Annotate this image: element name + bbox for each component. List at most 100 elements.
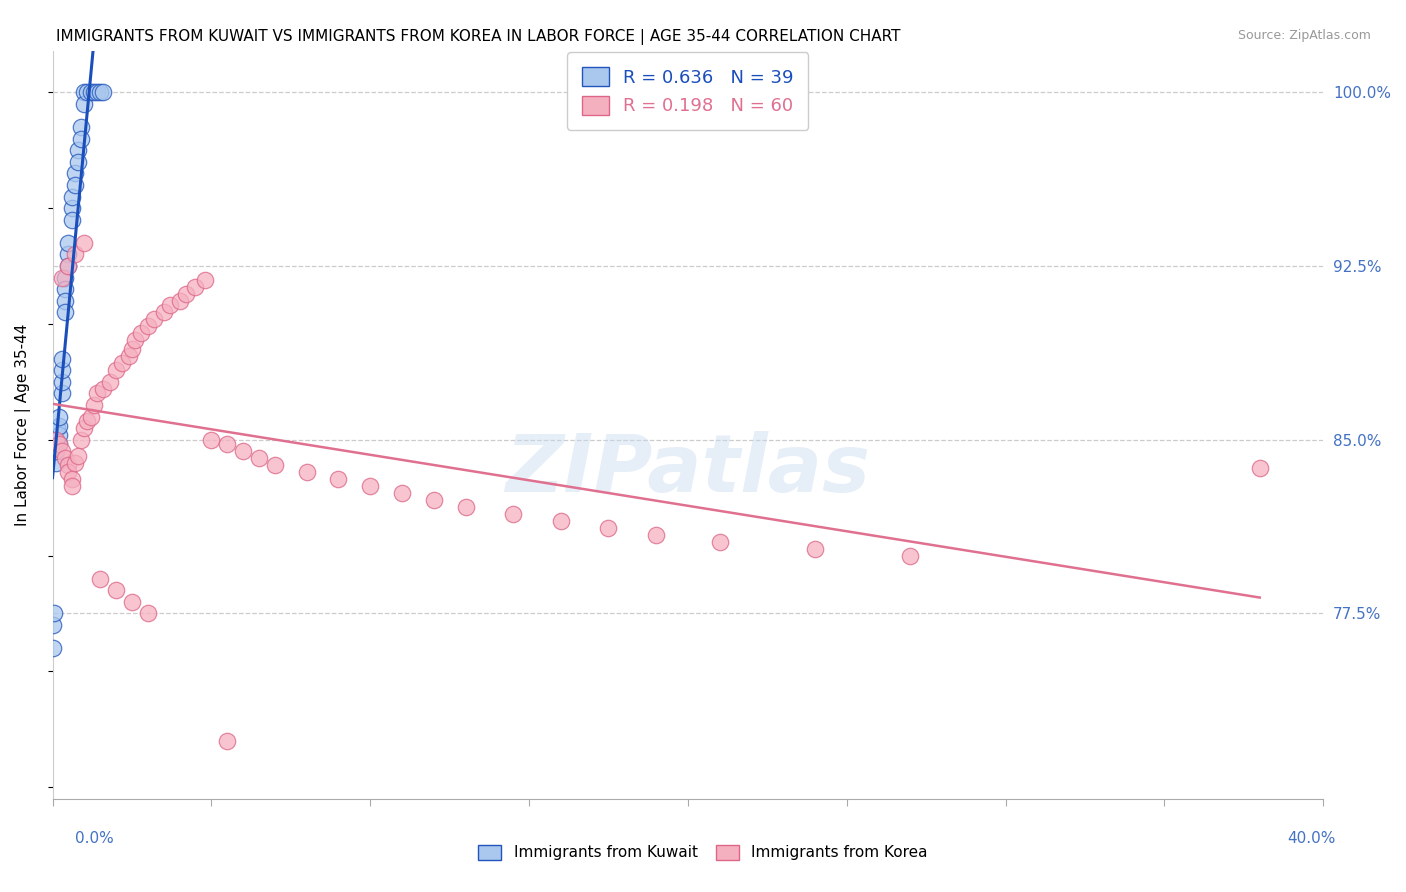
Point [89,572,111,586]
Point [93,86,115,100]
Text: ZIPatlas: ZIPatlas [505,431,870,508]
Point [194,273,217,287]
Point [121,343,143,357]
Point [169,293,191,308]
Point [45,433,67,447]
Point [79,409,101,424]
Point [89,86,111,100]
Point [645,527,668,541]
Point [550,514,572,528]
Text: Source: ZipAtlas.com: Source: ZipAtlas.com [1237,29,1371,42]
Point [51,270,73,285]
Point [58,247,80,261]
Legend: Immigrants from Kuwait, Immigrants from Korea: Immigrants from Kuwait, Immigrants from … [472,838,934,866]
Point [70,131,93,145]
Point [53,282,76,296]
Point [328,472,350,486]
Point [58,465,80,479]
Point [247,451,270,466]
Point [391,486,413,500]
Point [51,363,73,377]
Point [709,534,731,549]
Point [45,433,67,447]
Point [45,456,67,470]
Point [136,319,159,334]
Point [70,120,93,134]
Text: 0.0%: 0.0% [75,831,114,846]
Point [58,458,80,473]
Point [63,456,86,470]
Point [121,595,143,609]
Point [98,375,121,389]
Point [42,618,65,632]
Point [60,472,83,486]
Point [66,154,89,169]
Y-axis label: In Labor Force | Age 35-44: In Labor Force | Age 35-44 [15,324,31,526]
Point [76,86,98,100]
Point [143,312,166,326]
Point [136,607,159,621]
Point [45,444,67,458]
Point [66,449,89,463]
Point [73,421,96,435]
Point [73,97,96,112]
Point [60,201,83,215]
Point [76,414,98,428]
Point [66,143,89,157]
Point [48,437,70,451]
Point [423,492,446,507]
Point [73,86,96,100]
Point [83,86,105,100]
Point [454,500,477,514]
Point [63,247,86,261]
Point [73,235,96,250]
Point [48,437,70,451]
Point [60,479,83,493]
Point [174,286,197,301]
Point [105,363,128,377]
Point [83,398,105,412]
Point [111,356,134,370]
Point [63,178,86,192]
Point [51,375,73,389]
Point [48,418,70,433]
Point [93,382,115,396]
Legend: R = 0.636   N = 39, R = 0.198   N = 60: R = 0.636 N = 39, R = 0.198 N = 60 [568,53,808,130]
Point [46,421,69,435]
Point [58,259,80,273]
Point [502,507,524,521]
Point [53,451,76,466]
Point [79,86,101,100]
Point [60,189,83,203]
Point [217,437,239,451]
Point [598,521,620,535]
Point [295,465,318,479]
Point [232,444,254,458]
Point [86,386,108,401]
Point [42,607,65,621]
Point [86,86,108,100]
Point [51,444,73,458]
Point [51,351,73,366]
Point [804,541,827,556]
Point [60,212,83,227]
Point [124,333,146,347]
Point [51,386,73,401]
Point [53,305,76,319]
Point [159,298,181,312]
Point [63,166,86,180]
Point [70,433,93,447]
Point [217,733,239,747]
Point [58,235,80,250]
Point [200,433,222,447]
Point [898,549,921,563]
Point [48,428,70,442]
Point [359,479,381,493]
Point [264,458,287,473]
Point [53,270,76,285]
Point [42,641,65,656]
Point [105,583,128,598]
Text: IMMIGRANTS FROM KUWAIT VS IMMIGRANTS FROM KOREA IN LABOR FORCE | AGE 35-44 CORRE: IMMIGRANTS FROM KUWAIT VS IMMIGRANTS FRO… [56,29,901,45]
Point [53,293,76,308]
Point [184,280,207,294]
